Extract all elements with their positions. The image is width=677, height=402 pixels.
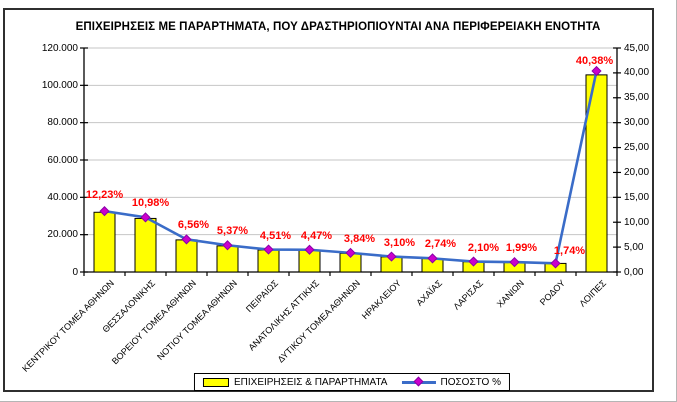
point-label: 3,10% [383,236,416,249]
point-marker[interactable] [509,256,520,268]
point-marker[interactable] [263,244,274,255]
point-label: 6,56% [177,219,210,232]
right-axis-tick-label: 20,00 [624,166,650,178]
point-label: 2,10% [467,241,500,254]
left-axis-tick-label: 60.000 [47,154,78,166]
point-marker[interactable] [591,65,602,77]
legend-item-bars[interactable]: ΕΠΙΧΕΙΡΗΣΕΙΣ & ΠΑΡΑΡΤΗΜΑΤΑ [202,376,388,388]
point-label: 12,23% [85,189,124,202]
point-marker[interactable] [99,206,110,217]
right-axis-tick-label: 5,00 [624,241,644,253]
point-label: 40,38% [575,54,614,67]
left-axis-tick-label: 40.000 [47,191,78,203]
point-marker[interactable] [386,251,397,262]
bar[interactable] [175,239,198,273]
point-marker[interactable] [140,212,151,223]
point-marker[interactable] [468,256,479,267]
bar[interactable] [93,211,116,273]
left-axis-tick-label: 100.000 [41,79,78,91]
bar[interactable] [134,217,157,273]
point-label: 1,99% [505,242,538,255]
left-axis-tick-label: 80.000 [47,117,78,129]
line-series-swatch-icon [401,376,436,387]
bar-series-swatch-icon [202,377,229,387]
left-axis-tick-label: 0 [72,266,78,278]
chart-legend[interactable]: ΕΠΙΧΕΙΡΗΣΕΙΣ & ΠΑΡΑΡΤΗΜΑΤΑ ΠΟΣΟΣΤΟ % [193,373,511,391]
right-axis-tick-label: 25,00 [624,142,650,154]
point-marker[interactable] [427,253,438,264]
point-label: 2,74% [424,238,457,251]
right-axis-tick-label: 15,00 [624,191,650,203]
point-label: 1,74% [553,245,586,258]
point-marker[interactable] [222,240,233,251]
right-axis-tick-label: 0,00 [624,266,644,278]
legend-label-bars: ΕΠΙΧΕΙΡΗΣΕΙΣ & ΠΑΡΑΡΤΗΜΑΤΑ [233,376,388,388]
diamond-marker-icon [413,376,423,387]
right-axis-tick-label: 40,00 [624,67,650,79]
left-axis-tick-label: 120.000 [41,42,78,54]
left-axis-tick-label: 20.000 [47,229,78,241]
legend-label-line: ΠΟΣΟΣΤΟ % [440,376,502,388]
point-label: 5,37% [216,225,249,238]
legend-item-line[interactable]: ΠΟΣΟΣΤΟ % [401,377,501,388]
point-label: 4,51% [259,229,292,242]
point-marker[interactable] [345,247,356,258]
chart-title: ΕΠΙΧΕΙΡΗΣΕΙΣ ΜΕ ΠΑΡΑΡΤΗΜΑΤΑ, ΠΟΥ ΔΡΑΣΤΗΡ… [75,21,601,33]
point-label: 3,84% [343,232,376,245]
chart-frame [3,8,654,392]
right-axis-tick-label: 30,00 [624,117,650,129]
point-label: 4,47% [300,229,333,242]
right-axis-tick-label: 10,00 [624,216,650,228]
point-marker[interactable] [304,244,315,255]
point-marker[interactable] [181,234,192,245]
point-marker[interactable] [550,258,561,269]
right-axis-tick-label: 45,00 [624,42,650,54]
point-label: 10,98% [131,197,170,210]
right-axis-tick-label: 35,00 [624,92,650,104]
